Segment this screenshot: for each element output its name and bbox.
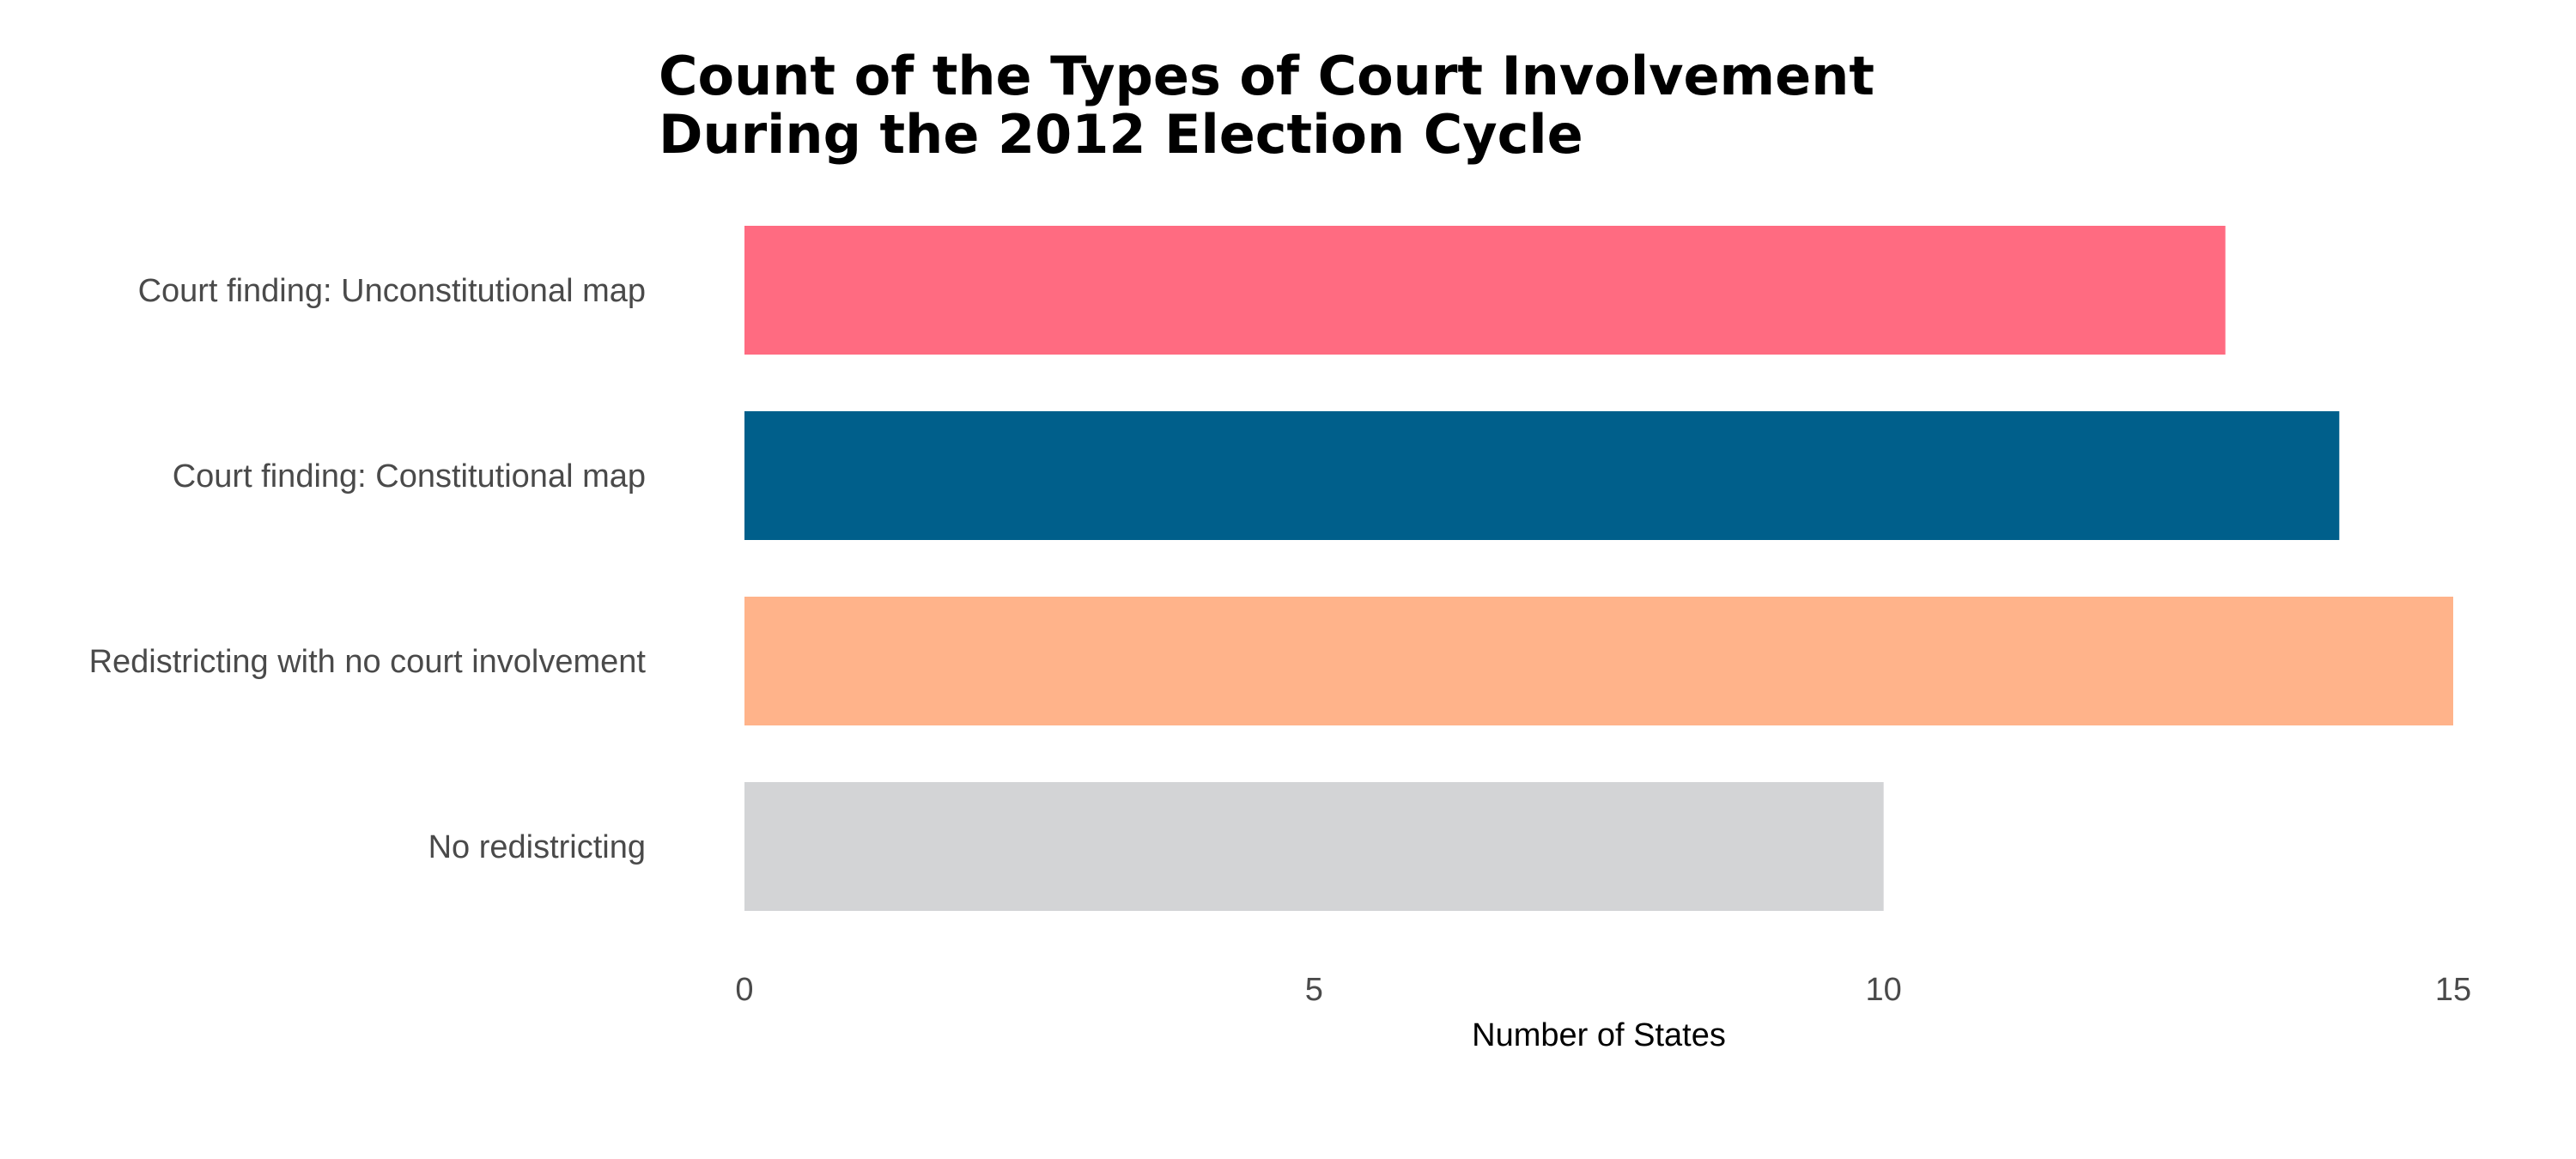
bar-4 <box>744 782 1884 911</box>
category-label-2: Court finding: Constitutional map <box>173 458 646 495</box>
x-tick-label-0: 0 <box>735 972 753 1008</box>
x-tick-label-5: 5 <box>1305 972 1323 1008</box>
x-axis-ticks: 0 5 10 15 <box>735 972 2471 1008</box>
x-tick-label-15: 15 <box>2435 972 2471 1008</box>
bar-1 <box>744 226 2226 355</box>
bar-3 <box>744 597 2453 725</box>
chart-title: Count of the Types of Court Involvement … <box>659 45 1874 166</box>
bars <box>744 226 2453 911</box>
x-tick-label-10: 10 <box>1866 972 1902 1008</box>
category-label-4: No redistricting <box>428 829 646 865</box>
chart-title-line-1: Count of the Types of Court Involvement <box>659 45 1874 107</box>
bar-2 <box>744 411 2340 540</box>
category-label-3: Redistricting with no court involvement <box>89 644 647 680</box>
category-label-1: Court finding: Unconstitutional map <box>138 273 646 309</box>
category-labels: Court finding: Unconstitutional map Court… <box>89 273 647 865</box>
chart-title-line-2: During the 2012 Election Cycle <box>659 103 1583 166</box>
x-axis-title: Number of States <box>1472 1017 1726 1053</box>
